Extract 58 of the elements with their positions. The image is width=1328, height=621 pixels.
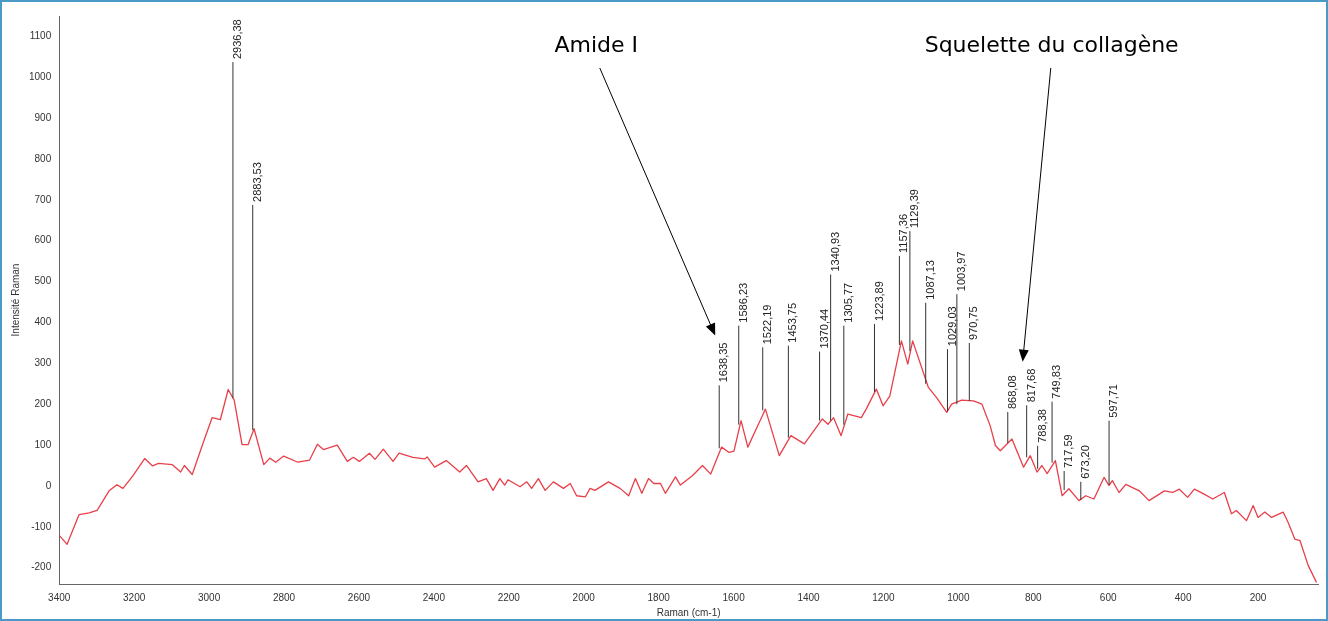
x-tick-label: 1000 bbox=[947, 591, 970, 603]
annotation: 1087,13 bbox=[923, 260, 936, 300]
x-tick-label: 1800 bbox=[647, 591, 671, 603]
annotation: 1003,97 bbox=[954, 251, 967, 292]
x-tick-label: 3400 bbox=[48, 591, 71, 603]
annotation: 2936,38 bbox=[230, 19, 243, 60]
x-tick-label: 600 bbox=[1099, 591, 1117, 603]
x-axis-title: Raman (cm-1) bbox=[656, 606, 721, 618]
annotation: 1157,36 bbox=[897, 214, 910, 253]
annotation: 868,08 bbox=[1005, 375, 1018, 410]
x-tick-label: 3000 bbox=[197, 591, 221, 603]
y-tick-label: 800 bbox=[34, 152, 52, 164]
annotation: 1129,39 bbox=[907, 189, 920, 229]
y-tick-label: 500 bbox=[34, 275, 52, 287]
annotation: 970,75 bbox=[967, 306, 980, 340]
x-tick-label: 2000 bbox=[572, 591, 596, 603]
x-tick-label: 3200 bbox=[123, 591, 146, 603]
x-tick-label: 2400 bbox=[422, 591, 446, 603]
annotation: 788,38 bbox=[1035, 409, 1048, 443]
annotation: 1305,77 bbox=[841, 282, 854, 323]
y-axis-title: Intensité Raman bbox=[9, 263, 21, 337]
x-tick-label: 1600 bbox=[722, 591, 746, 603]
annotation: 1340,93 bbox=[828, 231, 841, 272]
x-tick-label: 2800 bbox=[272, 591, 296, 603]
y-tick-label: 0 bbox=[45, 479, 52, 491]
annotation: 717,59 bbox=[1062, 434, 1075, 469]
annotation: 1370,44 bbox=[817, 308, 830, 349]
annotation: 1586,23 bbox=[736, 282, 749, 323]
y-tick-label: 1100 bbox=[29, 30, 52, 42]
annotation: 1223,89 bbox=[872, 281, 885, 321]
y-tick-label: 700 bbox=[34, 193, 52, 205]
x-tick-label: 200 bbox=[1249, 591, 1267, 603]
y-tick-label: -200 bbox=[31, 561, 52, 573]
annotation: 749,83 bbox=[1050, 364, 1063, 399]
annotation: 673,20 bbox=[1078, 445, 1091, 479]
x-tick-label: 1200 bbox=[872, 591, 895, 603]
y-tick-label: 600 bbox=[34, 234, 52, 246]
annotation: 1522,19 bbox=[760, 304, 773, 345]
y-tick-label: 1000 bbox=[29, 71, 52, 83]
y-tick-label: 400 bbox=[34, 316, 52, 328]
y-tick-label: 300 bbox=[34, 357, 52, 369]
y-tick-label: -100 bbox=[31, 520, 52, 532]
annotation: 1453,75 bbox=[786, 302, 799, 343]
annotation: 597,71 bbox=[1107, 384, 1120, 418]
y-tick-label: 200 bbox=[34, 397, 52, 409]
annotation: 2883,53 bbox=[250, 162, 263, 202]
annotation: 1638,35 bbox=[717, 342, 730, 383]
y-tick-label: 900 bbox=[34, 111, 52, 123]
x-tick-label: 800 bbox=[1024, 591, 1043, 603]
y-tick-label: 100 bbox=[34, 438, 52, 450]
annotation: 817,68 bbox=[1024, 368, 1037, 403]
x-tick-label: 2200 bbox=[497, 591, 521, 603]
annotation: 1029,03 bbox=[945, 306, 958, 347]
annotation: Squelette du collagène bbox=[924, 31, 1179, 57]
x-tick-label: 1400 bbox=[797, 591, 821, 603]
x-tick-label: 400 bbox=[1174, 591, 1192, 603]
annotation: Amide I bbox=[554, 31, 638, 57]
x-tick-label: 2600 bbox=[347, 591, 371, 603]
